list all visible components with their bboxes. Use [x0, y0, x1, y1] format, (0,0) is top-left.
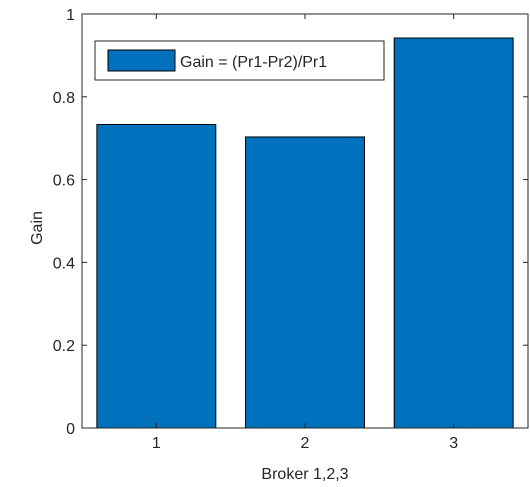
legend-box [94, 40, 385, 81]
x-axis-label: Broker 1,2,3 [261, 466, 348, 483]
x-tick-label: 2 [301, 435, 310, 452]
x-tick-label: 1 [152, 435, 161, 452]
ticks-layer: 1 2 3 0 0.2 0.4 0.6 0.8 1 [53, 7, 528, 452]
bar-1 [96, 124, 217, 429]
y-tick-label: 0.2 [53, 338, 75, 355]
legend: Gain = (Pr1-Pr2)/Pr1 [94, 40, 385, 81]
legend-label: Gain = (Pr1-Pr2)/Pr1 [180, 54, 327, 71]
y-tick-label: 0.4 [53, 255, 75, 272]
y-axis-label: Gain [29, 211, 46, 245]
bars-layer [96, 37, 514, 429]
legend-swatch [107, 49, 176, 72]
x-tick-label: 3 [449, 435, 458, 452]
y-tick-label: 1 [66, 7, 75, 24]
bar-2 [245, 136, 365, 429]
y-tick-label: 0.8 [53, 90, 75, 107]
y-tick-label: 0 [66, 421, 75, 438]
bar-3 [393, 37, 514, 429]
y-tick-label: 0.6 [53, 173, 75, 190]
